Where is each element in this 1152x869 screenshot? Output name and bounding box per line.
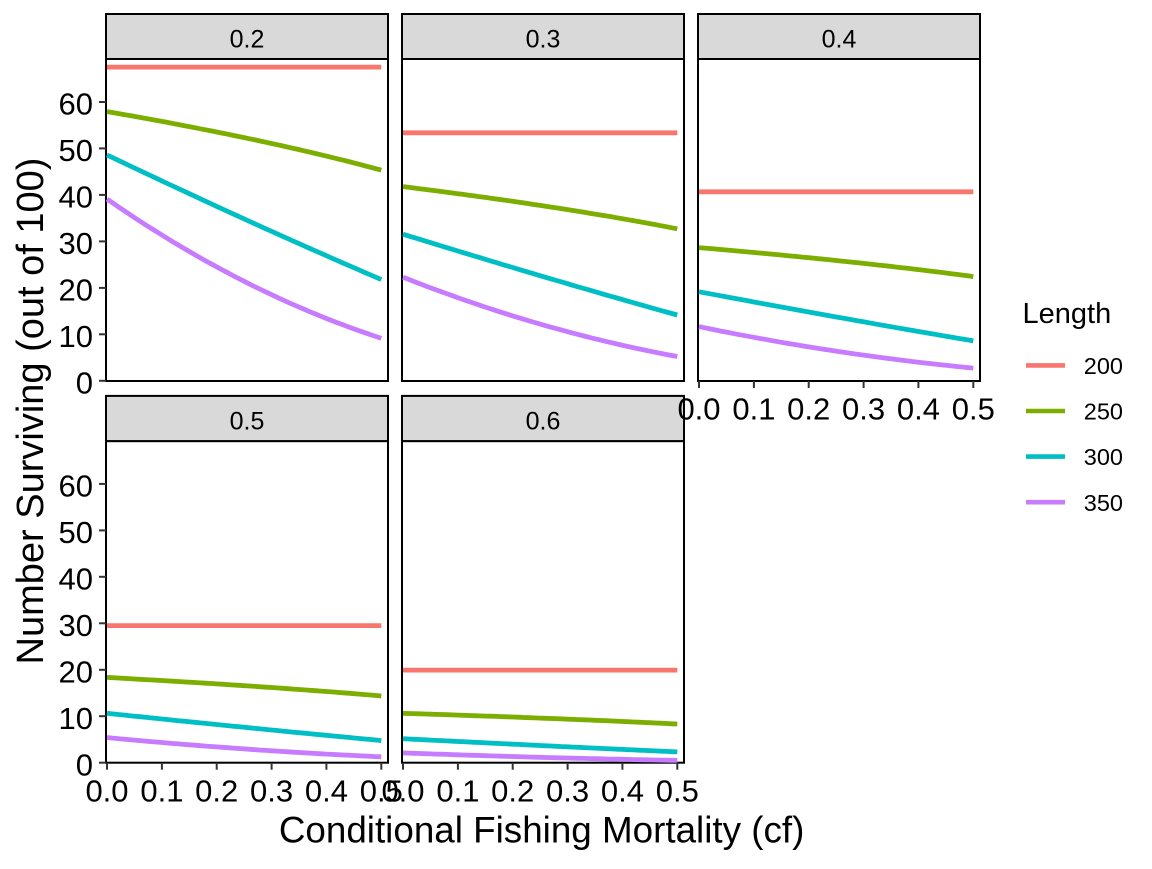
svg-text:350: 350 (1084, 490, 1123, 516)
svg-text:300: 300 (1084, 444, 1123, 470)
svg-text:0.5: 0.5 (952, 392, 995, 427)
svg-text:20: 20 (59, 654, 93, 689)
svg-text:0.6: 0.6 (526, 407, 561, 435)
svg-text:0.2: 0.2 (195, 773, 238, 808)
svg-text:0.5: 0.5 (656, 773, 699, 808)
svg-text:0.0: 0.0 (381, 773, 424, 808)
svg-text:40: 40 (59, 180, 93, 215)
svg-text:0.2: 0.2 (491, 773, 534, 808)
svg-text:Number Surviving (out of 100): Number Surviving (out of 100) (10, 158, 52, 665)
svg-text:0: 0 (76, 747, 93, 782)
svg-text:20: 20 (59, 273, 93, 308)
svg-text:0.3: 0.3 (526, 25, 561, 53)
svg-text:0.1: 0.1 (140, 773, 183, 808)
svg-text:0.5: 0.5 (360, 773, 403, 808)
svg-text:250: 250 (1084, 399, 1123, 425)
svg-text:0.4: 0.4 (897, 392, 940, 427)
svg-text:0: 0 (76, 365, 93, 400)
svg-text:40: 40 (59, 561, 93, 596)
svg-text:30: 30 (59, 608, 93, 643)
svg-text:30: 30 (59, 226, 93, 261)
svg-text:50: 50 (59, 515, 93, 550)
svg-text:0.2: 0.2 (230, 25, 265, 53)
svg-text:0.3: 0.3 (546, 773, 589, 808)
svg-text:0.4: 0.4 (822, 25, 857, 53)
svg-text:200: 200 (1084, 353, 1123, 379)
svg-text:50: 50 (59, 133, 93, 168)
svg-text:0.0: 0.0 (677, 392, 720, 427)
svg-text:0.3: 0.3 (842, 392, 885, 427)
svg-text:Conditional Fishing Mortality: Conditional Fishing Mortality (cf) (279, 810, 805, 851)
svg-text:0.0: 0.0 (85, 773, 128, 808)
svg-text:0.4: 0.4 (601, 773, 644, 808)
svg-text:10: 10 (59, 701, 93, 736)
svg-text:0.5: 0.5 (230, 407, 265, 435)
svg-text:10: 10 (59, 319, 93, 354)
svg-text:0.1: 0.1 (436, 773, 479, 808)
svg-text:0.1: 0.1 (732, 392, 775, 427)
svg-text:0.4: 0.4 (305, 773, 348, 808)
svg-text:Length: Length (1023, 298, 1112, 330)
svg-text:60: 60 (59, 469, 93, 504)
svg-text:60: 60 (59, 87, 93, 122)
svg-text:0.3: 0.3 (250, 773, 293, 808)
svg-text:0.2: 0.2 (787, 392, 830, 427)
